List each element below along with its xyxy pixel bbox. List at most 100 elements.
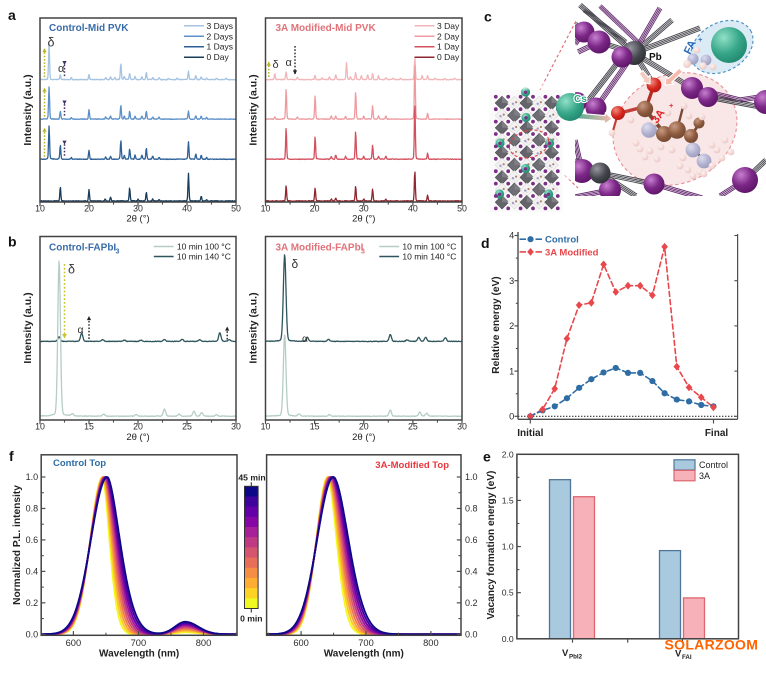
svg-text:δ: δ	[292, 257, 299, 271]
svg-text:0.4: 0.4	[465, 566, 478, 576]
svg-text:10: 10	[261, 203, 271, 213]
svg-text:1.0: 1.0	[465, 472, 478, 482]
svg-text:2θ (°): 2θ (°)	[126, 432, 149, 443]
svg-text:3A Modified-Mid PVK: 3A Modified-Mid PVK	[276, 23, 377, 34]
svg-text:2θ (°): 2θ (°)	[352, 432, 375, 443]
svg-text:1.0: 1.0	[502, 542, 514, 552]
svg-text:f: f	[9, 448, 14, 464]
svg-text:30: 30	[457, 421, 467, 431]
svg-text:Control Top: Control Top	[53, 458, 106, 469]
svg-text:3 Days: 3 Days	[207, 21, 233, 31]
svg-text:10: 10	[35, 421, 45, 431]
svg-text:Control-FAPbI: Control-FAPbI	[49, 243, 116, 254]
svg-text:0.6: 0.6	[26, 535, 39, 545]
svg-text:α: α	[302, 333, 308, 345]
svg-text:20: 20	[359, 421, 369, 431]
svg-text:3: 3	[116, 249, 120, 256]
svg-text:0: 0	[509, 412, 514, 422]
svg-text:Relative energy (eV): Relative energy (eV)	[491, 276, 502, 373]
svg-text:δ: δ	[48, 36, 55, 50]
svg-text:600: 600	[293, 638, 309, 648]
svg-text:20: 20	[133, 421, 143, 431]
svg-text:Intensity (a.u.): Intensity (a.u.)	[248, 74, 260, 145]
svg-text:10: 10	[35, 203, 45, 213]
svg-text:0.4: 0.4	[26, 566, 39, 576]
svg-text:α: α	[78, 324, 84, 336]
svg-text:0.2: 0.2	[465, 598, 478, 608]
svg-text:0.8: 0.8	[26, 504, 39, 514]
svg-text:10 min 100 °C: 10 min 100 °C	[177, 242, 231, 252]
svg-text:15: 15	[310, 421, 320, 431]
svg-text:10 min 140 °C: 10 min 140 °C	[402, 252, 456, 262]
svg-text:0.2: 0.2	[26, 598, 39, 608]
svg-text:40: 40	[408, 203, 418, 213]
svg-text:10 min 100 °C: 10 min 100 °C	[402, 242, 456, 252]
svg-text:0.0: 0.0	[26, 629, 39, 639]
svg-text:50: 50	[231, 203, 241, 213]
svg-text:Control: Control	[699, 460, 728, 470]
svg-text:3A-Modified Top: 3A-Modified Top	[375, 460, 449, 471]
svg-text:δ: δ	[68, 263, 75, 277]
svg-text:10 min 140 °C: 10 min 140 °C	[177, 252, 231, 262]
svg-text:1 Day: 1 Day	[437, 42, 460, 52]
svg-text:1.5: 1.5	[502, 495, 514, 505]
svg-text:0.0: 0.0	[465, 629, 478, 639]
svg-text:3A Modified-FAPbI: 3A Modified-FAPbI	[276, 243, 364, 254]
svg-text:800: 800	[423, 638, 439, 648]
svg-text:30: 30	[231, 421, 241, 431]
svg-text:Intensity (a.u.): Intensity (a.u.)	[22, 74, 34, 145]
svg-text:+: +	[698, 35, 703, 44]
svg-text:800: 800	[196, 638, 212, 648]
svg-text:+: +	[669, 101, 674, 110]
svg-text:Initial: Initial	[517, 428, 543, 439]
svg-text:30: 30	[359, 203, 369, 213]
svg-text:3A Modified: 3A Modified	[545, 247, 599, 258]
svg-text:4: 4	[509, 231, 514, 241]
svg-text:700: 700	[358, 638, 374, 648]
svg-text:25: 25	[182, 421, 192, 431]
svg-text:α: α	[286, 57, 293, 69]
svg-text:0.5: 0.5	[502, 588, 514, 598]
svg-text:SOLARZOOM: SOLARZOOM	[665, 636, 759, 652]
svg-text:50: 50	[457, 203, 467, 213]
svg-text:Wavelength (nm): Wavelength (nm)	[99, 648, 179, 659]
svg-text:3 Day: 3 Day	[437, 21, 460, 31]
svg-text:Intensity (a.u.): Intensity (a.u.)	[248, 292, 260, 363]
svg-text:2 Day: 2 Day	[437, 31, 460, 41]
svg-text:45 min: 45 min	[238, 473, 265, 483]
svg-text:600: 600	[66, 638, 82, 648]
svg-text:α: α	[58, 63, 65, 75]
svg-text:PbI2: PbI2	[569, 654, 583, 661]
svg-text:25: 25	[408, 421, 418, 431]
svg-text:10: 10	[261, 421, 271, 431]
svg-text:2θ (°): 2θ (°)	[352, 214, 375, 225]
svg-text:700: 700	[131, 638, 147, 648]
svg-text:Pb: Pb	[649, 52, 662, 63]
svg-text:1 Days: 1 Days	[207, 42, 233, 52]
svg-text:2θ (°): 2θ (°)	[126, 214, 149, 225]
svg-text:Final: Final	[705, 428, 729, 439]
svg-text:1: 1	[509, 366, 514, 376]
svg-text:15: 15	[84, 421, 94, 431]
svg-text:0.6: 0.6	[465, 535, 478, 545]
svg-text:FAI: FAI	[682, 654, 692, 661]
svg-text:3A: 3A	[699, 471, 710, 481]
svg-text:d: d	[481, 235, 490, 251]
svg-text:c: c	[484, 9, 492, 25]
svg-text:20: 20	[310, 203, 320, 213]
svg-text:b: b	[8, 234, 17, 250]
svg-text:Vacancy formation energy (eV): Vacancy formation energy (eV)	[486, 471, 497, 620]
svg-text:2: 2	[509, 321, 514, 331]
svg-text:e: e	[483, 449, 491, 465]
svg-text:0.8: 0.8	[465, 504, 478, 514]
svg-text:3: 3	[509, 276, 514, 286]
svg-text:2.0: 2.0	[502, 449, 514, 459]
svg-text:Normalized P.L. intensity: Normalized P.L. intensity	[12, 485, 23, 605]
svg-text:0 Day: 0 Day	[437, 52, 460, 62]
svg-text:Control: Control	[545, 235, 579, 246]
svg-text:Intensity (a.u.): Intensity (a.u.)	[22, 292, 34, 363]
svg-text:0.0: 0.0	[502, 634, 514, 644]
svg-text:20: 20	[84, 203, 94, 213]
svg-text:δ: δ	[273, 59, 279, 71]
svg-text:a: a	[8, 7, 16, 23]
